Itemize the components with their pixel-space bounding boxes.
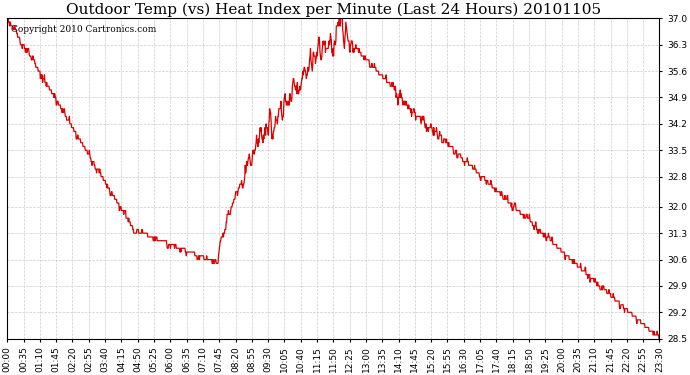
Text: Copyright 2010 Cartronics.com: Copyright 2010 Cartronics.com <box>10 25 156 34</box>
Title: Outdoor Temp (vs) Heat Index per Minute (Last 24 Hours) 20101105: Outdoor Temp (vs) Heat Index per Minute … <box>66 3 601 17</box>
